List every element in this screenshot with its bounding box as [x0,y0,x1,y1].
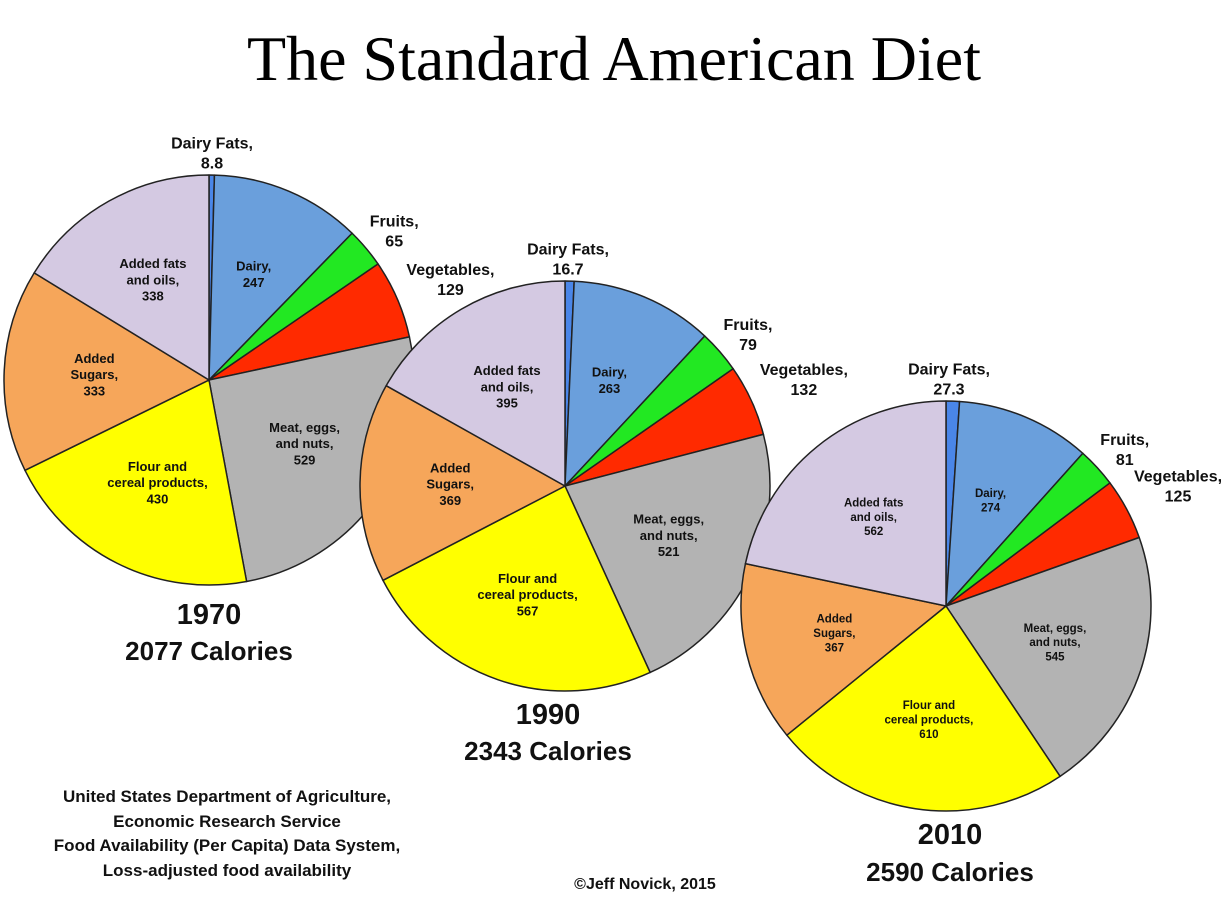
source-line: Loss-adjusted food availability [102,860,352,880]
pie-1990: Dairy Fats, 16.7 Dairy, 263 Fruits, 79 Vegetab… [359,242,848,766]
slice-label: Flour and cereal products, 430 [107,459,207,507]
source-line: Economic Research Service [113,811,341,831]
slice-label: Meat, eggs, and nuts, 521 [633,512,704,560]
slice-label: Dairy, 263 [592,365,627,396]
slice-label: Added Sugars, 333 [70,351,118,399]
slice-label-outside: Dairy Fats, 27.3 [908,362,990,399]
slice-label: Meat, eggs, and nuts, 529 [269,420,340,468]
slice-label-outside: Fruits, 79 [724,317,773,354]
slice-label: Added fats and oils, 562 [844,497,903,538]
slice-label: Added Sugars, 367 [813,614,855,655]
total-calories-label: 2077 Calories [125,636,293,666]
source-line: Food Availability (Per Capita) Data Syst… [53,836,401,855]
slice-meat-eggs-and-nuts [945,536,1152,778]
total-calories-label: 2590 Calories [866,857,1034,887]
chart-title: The Standard American Diet [247,23,981,94]
slice-added-fats-and-oils [744,400,947,607]
slice-dairy [945,400,1084,607]
total-calories-label: 2343 Calories [464,736,632,766]
pie-1970: Dairy Fats, 8.8 Dairy, 247 Fruits, 65 Vegetabl… [3,136,494,666]
slice-flour-and-cereal-products [786,605,1061,812]
slice-added-fats-and-oils [33,174,210,381]
slice-dairy [208,174,353,381]
slice-label: Added Sugars, 369 [426,460,474,508]
slice-label-outside: Dairy Fats, 16.7 [527,242,609,279]
slice-added-sugars [359,384,566,582]
slice-label: Added fats and oils, 338 [119,256,186,304]
source-line: United States Department of Agriculture, [62,787,392,806]
slice-dairy [564,280,706,487]
slice-label: Flour and cereal products, 610 [884,700,973,741]
year-label: 1970 [177,599,242,631]
slice-label: Added fats and oils, 395 [473,363,540,411]
slice-added-fats-and-oils [385,280,566,487]
slice-label: Dairy, 247 [236,259,271,290]
slice-label: Dairy, 274 [975,488,1006,514]
slice-added-sugars [3,272,210,472]
slice-label-outside: Fruits, 81 [1100,432,1149,469]
slice-label-outside: Fruits, 65 [370,213,419,250]
slice-label: Meat, eggs, and nuts, 545 [1024,623,1087,664]
year-label: 1990 [516,699,581,731]
slice-label-outside: Vegetables, 132 [760,362,848,399]
slice-label-outside: Vegetables, 125 [1134,468,1222,505]
slice-label-outside: Vegetables, 129 [406,262,494,299]
slice-label-outside: Dairy Fats, 8.8 [171,136,253,173]
source-note: United States Department of Agriculture,… [20,785,434,883]
slice-label: Flour and cereal products, 567 [477,571,577,619]
slice-added-sugars [740,562,947,736]
slice-flour-and-cereal-products [24,379,248,586]
copyright: ©Jeff Novick, 2015 [574,876,716,893]
slice-flour-and-cereal-products [382,485,651,692]
year-label: 2010 [918,819,983,851]
